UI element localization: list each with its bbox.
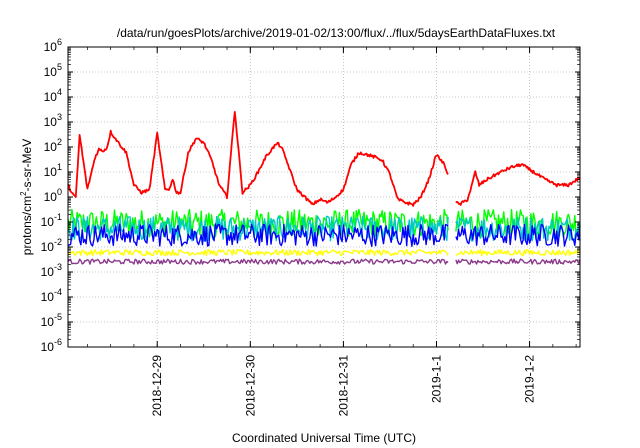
y-tick-label-exp: 2 [57, 137, 62, 147]
chart-title: /data/run/goesPlots/archive/2019-01-02/1… [117, 26, 556, 40]
y-axis-title: protons/cm2-s-sr-MeV [19, 139, 34, 255]
y-tick-label-exp: -2 [54, 237, 62, 247]
y-tick-label: 10-2 [41, 237, 62, 254]
y-tick-label-exp: -1 [54, 212, 62, 222]
y-tick-label-base: 10 [41, 315, 55, 329]
y-tick-label-exp: -6 [54, 337, 62, 347]
y-tick-label-base: 10 [41, 340, 55, 354]
series-line [67, 248, 581, 257]
y-tick-label: 10-4 [41, 287, 62, 304]
y-tick-label-base: 10 [41, 215, 55, 229]
y-tick-label-base: 10 [41, 240, 55, 254]
y-axis-title-base: protons/cm [20, 196, 34, 255]
y-tick-label: 104 [44, 87, 62, 104]
y-tick-label: 101 [44, 162, 62, 179]
series-line [67, 223, 581, 247]
y-tick-label-base: 10 [41, 290, 55, 304]
y-tick-label: 103 [44, 112, 62, 129]
y-tick-label-exp: 1 [57, 162, 62, 172]
x-tick-label: 2018-12-29 [150, 355, 164, 417]
y-tick-label-base: 10 [41, 265, 55, 279]
y-tick-label-exp: 4 [57, 87, 62, 97]
x-tick-label: 2019-1-2 [523, 355, 537, 403]
y-tick-label-base: 10 [44, 65, 58, 79]
series-line [67, 258, 581, 265]
y-tick-label-exp: -3 [54, 262, 62, 272]
y-tick-label-base: 10 [44, 165, 58, 179]
y-tick-label-exp: 6 [57, 37, 62, 47]
y-tick-label-base: 10 [44, 140, 58, 154]
y-tick-label-base: 10 [44, 190, 58, 204]
series-line [455, 163, 581, 206]
y-tick-label: 10-1 [41, 212, 62, 229]
y-tick-label: 10-5 [41, 312, 62, 329]
series-line [67, 111, 449, 207]
y-tick-label-exp: 5 [57, 62, 62, 72]
y-tick-label-exp: 0 [57, 187, 62, 197]
x-tick-label: 2018-12-31 [336, 355, 350, 417]
y-tick-label-exp: -4 [54, 287, 62, 297]
y-tick-label: 10-6 [41, 337, 62, 354]
y-axis-title-sup: 2 [19, 191, 28, 196]
series-group [67, 111, 581, 265]
x-tick-label: 2019-1-1 [429, 355, 443, 403]
y-tick-label: 106 [44, 37, 62, 54]
y-tick-labels: 10-610-510-410-310-210-11001011021031041… [41, 37, 62, 354]
y-tick-label: 10-3 [41, 262, 62, 279]
y-tick-label: 100 [44, 187, 62, 204]
x-tick-labels: 2018-12-29 2018-12-30 2018-12-31 2019-1-1 20… [150, 355, 536, 417]
y-tick-label-base: 10 [44, 115, 58, 129]
x-axis-title: Coordinated Universal Time (UTC) [232, 431, 416, 445]
axis-ticks [68, 46, 580, 348]
y-tick-label: 105 [44, 62, 62, 79]
y-axis-title-rest: -s-sr-MeV [20, 139, 34, 192]
y-tick-label-exp: -5 [54, 312, 62, 322]
y-tick-label: 102 [44, 137, 62, 154]
y-tick-label-exp: 3 [57, 112, 62, 122]
y-tick-label-base: 10 [44, 90, 58, 104]
y-tick-label-base: 10 [44, 40, 58, 54]
grid [68, 47, 580, 347]
x-tick-label: 2018-12-30 [243, 355, 257, 417]
